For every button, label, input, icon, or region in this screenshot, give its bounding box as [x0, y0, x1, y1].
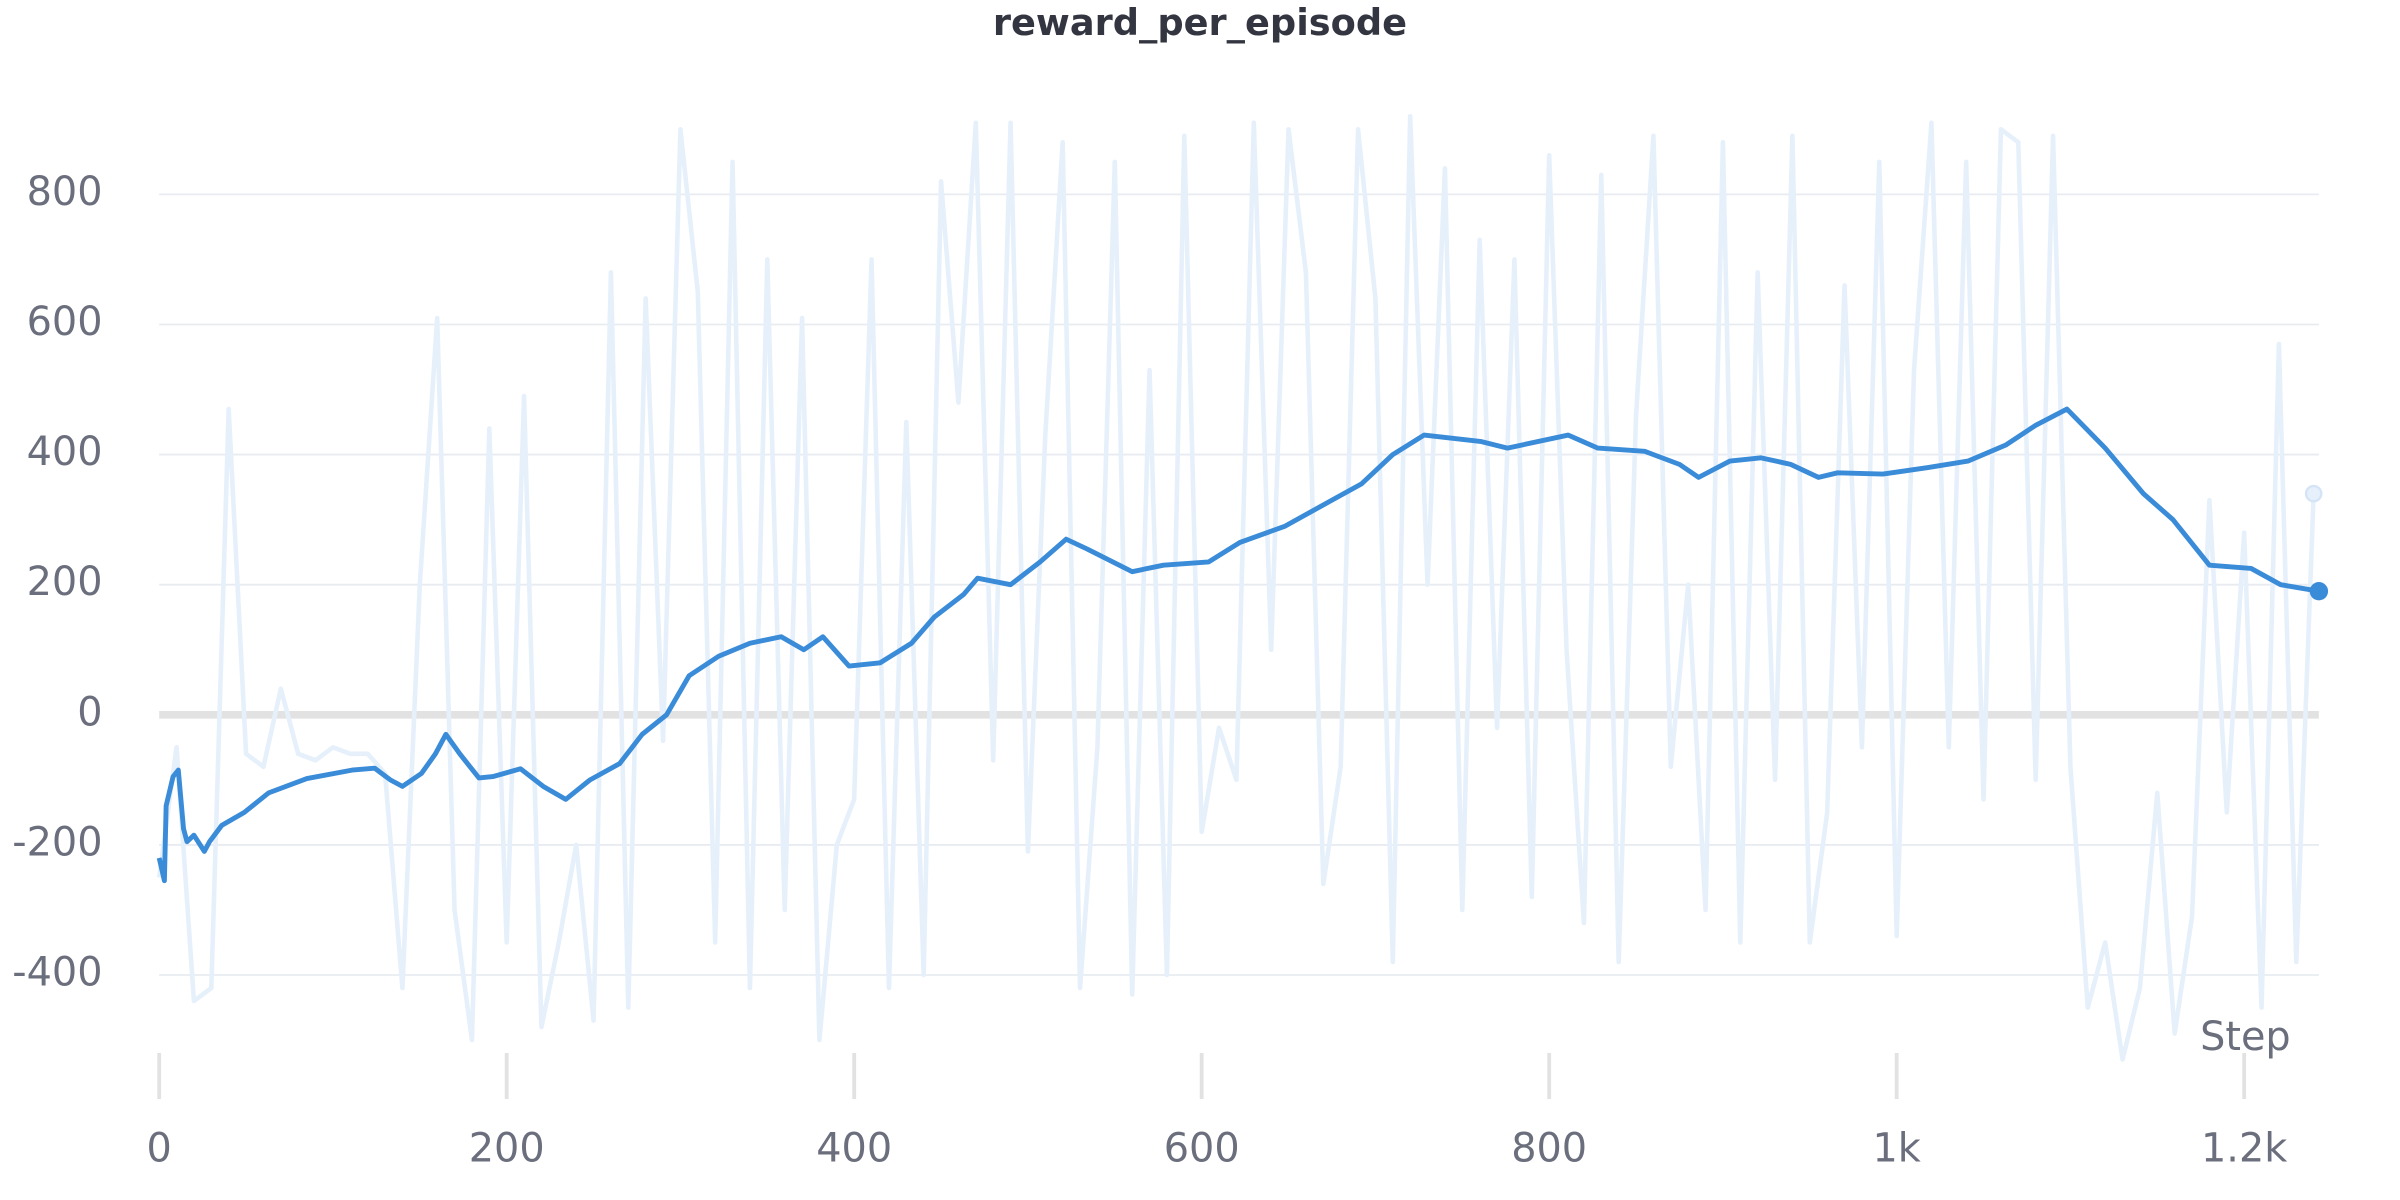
y-tick-label: -400 — [12, 950, 102, 996]
end-marker — [2304, 484, 2323, 503]
y-tick-label: 400 — [27, 429, 103, 475]
chart-title: reward_per_episode — [993, 1, 1407, 44]
y-tick-label: -200 — [12, 819, 102, 865]
y-tick-label: 0 — [77, 689, 102, 735]
raw-line — [156, 114, 2316, 1062]
x-tick-label: 400 — [816, 1126, 892, 1172]
x-tick-label: 1k — [1872, 1126, 1920, 1172]
y-tick-label: 600 — [27, 299, 103, 345]
smoothed-line — [156, 406, 2320, 884]
end-marker — [2309, 582, 2329, 601]
x-tick-label: 0 — [147, 1126, 172, 1172]
y-tick-label: 200 — [27, 559, 103, 605]
y-tick-label: 800 — [27, 169, 103, 215]
x-tick-label: 800 — [1511, 1126, 1587, 1172]
x-axis-label: Step — [2200, 1014, 2291, 1060]
x-tick-label: 600 — [1164, 1126, 1240, 1172]
x-tick-label: 200 — [469, 1126, 545, 1172]
x-tick-label: 1.2k — [2201, 1126, 2287, 1172]
